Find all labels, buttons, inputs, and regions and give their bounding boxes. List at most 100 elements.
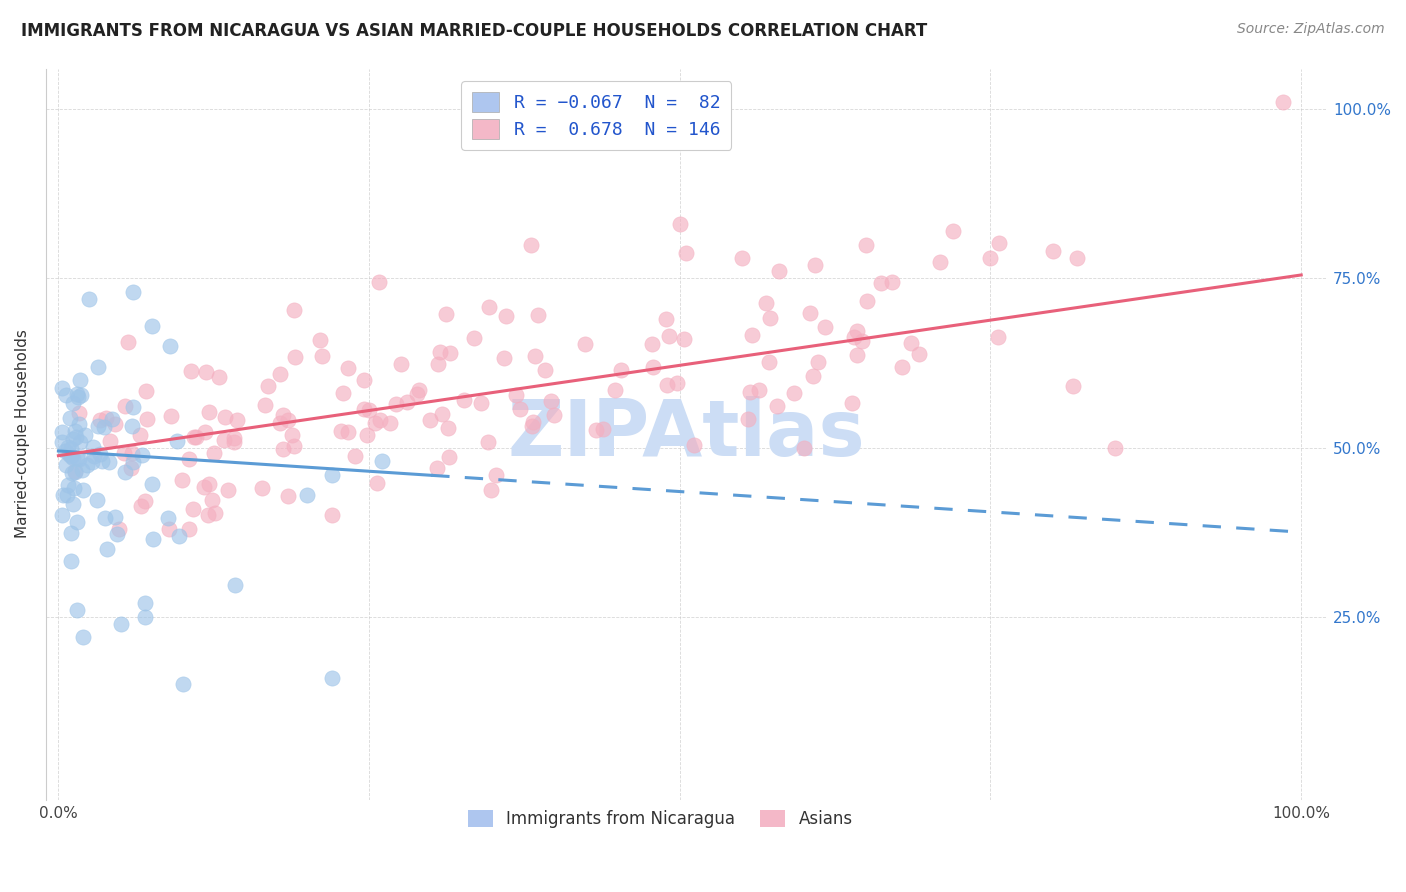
Point <box>942 224 965 238</box>
Point <box>846 324 869 338</box>
Point <box>214 409 236 424</box>
Point <box>222 434 245 449</box>
Point <box>65 464 87 478</box>
Point <box>540 393 562 408</box>
Point <box>844 330 866 344</box>
Point <box>336 425 359 439</box>
Point <box>80 455 103 469</box>
Point <box>60 466 83 480</box>
Point <box>271 442 294 457</box>
Text: Source: ZipAtlas.com: Source: ZipAtlas.com <box>1237 22 1385 37</box>
Point <box>330 425 353 439</box>
Point <box>67 406 90 420</box>
Point <box>882 276 904 290</box>
Point <box>353 402 375 417</box>
Point <box>370 454 392 468</box>
Point <box>94 511 117 525</box>
Point <box>332 385 354 400</box>
Point <box>222 431 245 445</box>
Point <box>641 359 664 374</box>
Point <box>741 327 763 342</box>
Point <box>110 616 132 631</box>
Point <box>783 386 806 401</box>
Point <box>76 458 98 473</box>
Point <box>134 493 156 508</box>
Point <box>87 419 110 434</box>
Point <box>846 348 869 362</box>
Point <box>281 427 304 442</box>
Point <box>114 399 136 413</box>
Point <box>193 480 215 494</box>
Point <box>59 554 82 568</box>
Point <box>179 522 201 536</box>
Point <box>987 235 1010 250</box>
Point <box>477 435 499 450</box>
Point <box>121 418 143 433</box>
Point <box>121 446 143 460</box>
Point <box>90 454 112 468</box>
Point <box>177 452 200 467</box>
Point <box>51 425 73 440</box>
Point <box>367 275 389 289</box>
Point <box>142 532 165 546</box>
Point <box>738 384 761 399</box>
Point <box>1066 251 1088 265</box>
Point <box>194 425 217 440</box>
Point <box>65 430 87 444</box>
Point <box>59 526 82 541</box>
Point <box>204 506 226 520</box>
Point <box>748 383 770 397</box>
Point <box>59 449 82 463</box>
Point <box>793 441 815 455</box>
Point <box>419 412 441 426</box>
Point <box>856 293 879 308</box>
Point <box>654 312 676 326</box>
Point <box>1271 95 1294 110</box>
Point <box>197 477 219 491</box>
Point <box>58 478 80 492</box>
Point <box>429 345 451 359</box>
Point <box>59 410 82 425</box>
Point <box>1062 378 1084 392</box>
Point <box>69 434 91 449</box>
Point <box>104 417 127 431</box>
Point <box>396 395 419 409</box>
Point <box>120 461 142 475</box>
Point <box>453 393 475 408</box>
Point <box>172 473 194 487</box>
Point <box>180 364 202 378</box>
Point <box>62 497 84 511</box>
Point <box>56 440 79 454</box>
Point <box>195 365 218 379</box>
Point <box>100 434 122 449</box>
Point <box>201 493 224 508</box>
Point <box>62 451 84 466</box>
Point <box>62 395 84 409</box>
Point <box>98 455 121 469</box>
Point <box>527 308 550 322</box>
Point <box>63 466 86 480</box>
Point <box>385 397 408 411</box>
Point <box>470 396 492 410</box>
Point <box>186 429 208 443</box>
Point <box>67 417 90 431</box>
Point <box>82 440 104 454</box>
Point <box>610 362 633 376</box>
Point <box>321 467 343 482</box>
Point <box>79 292 101 306</box>
Point <box>58 447 80 461</box>
Point <box>197 405 219 419</box>
Point <box>73 428 96 442</box>
Point <box>768 264 790 278</box>
Point <box>66 515 89 529</box>
Point <box>426 461 449 475</box>
Point <box>183 429 205 443</box>
Point <box>870 277 893 291</box>
Text: ZIPAtlas: ZIPAtlas <box>508 396 865 472</box>
Point <box>337 361 360 376</box>
Point <box>134 609 156 624</box>
Point <box>217 483 239 497</box>
Point <box>492 351 515 365</box>
Point <box>505 388 527 402</box>
Point <box>534 362 557 376</box>
